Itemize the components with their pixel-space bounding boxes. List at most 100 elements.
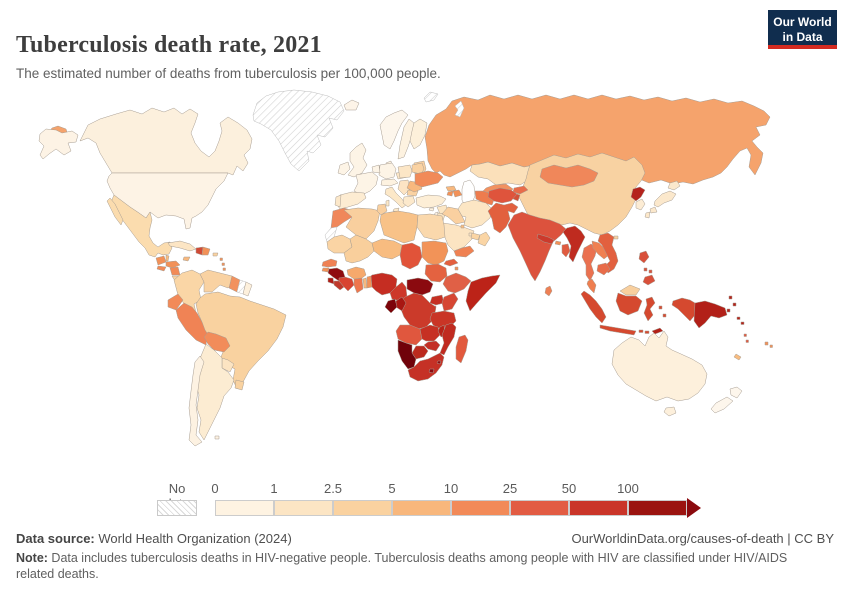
legend-segment-0[interactable] [215,500,274,516]
sulawesi-region[interactable] [643,296,656,322]
nz-north-region[interactable] [729,386,743,399]
legend-segment-1[interactable] [274,500,333,516]
drc-region[interactable] [399,292,437,330]
eritrea-region[interactable] [443,258,459,267]
legend-no-data-swatch[interactable] [157,500,197,516]
ecuador-region[interactable] [167,293,184,311]
dominican-republic-region[interactable] [201,246,211,256]
vanuatu-region[interactable] [743,333,749,343]
legend-segment-2[interactable] [333,500,392,516]
java-region[interactable] [599,324,637,336]
myanmar-region[interactable] [562,225,586,263]
gabon-region[interactable] [384,298,398,314]
png-islands-region[interactable] [726,295,737,313]
bangladesh-region[interactable] [561,243,571,258]
guinea-bissau-region[interactable] [321,267,330,273]
laos-region[interactable] [591,240,610,260]
novaya-zemlya-region[interactable] [454,100,465,118]
philippines-luzon-region[interactable] [638,250,650,264]
sweden-region[interactable] [397,118,415,160]
bhutan-region[interactable] [554,240,562,246]
algeria-region[interactable] [343,207,381,240]
philippines-visayas-region[interactable] [643,267,653,274]
finland-region[interactable] [409,118,428,150]
venezuela-region[interactable] [199,269,236,293]
svalbard-region[interactable] [423,91,439,103]
png-region[interactable] [693,300,728,329]
credit-link[interactable]: OurWorldinData.org/causes-of-death | CC … [571,531,834,546]
turkey-region[interactable] [415,194,447,209]
honduras-region[interactable] [165,260,181,269]
uruguay-region[interactable] [234,379,245,391]
jamaica-region[interactable] [182,256,191,262]
hainan-region[interactable] [613,235,619,240]
sierra-leone-region[interactable] [327,277,335,285]
madagascar-region[interactable] [455,334,469,364]
japan-kyushu-region[interactable] [649,206,658,214]
greenland-region[interactable] [252,89,345,172]
guatemala-region[interactable] [155,255,167,266]
alaska-region[interactable] [38,128,79,160]
lesser-sunda-region[interactable] [638,329,650,334]
australia-region[interactable] [611,330,708,402]
south-sudan-region[interactable] [424,263,448,283]
new-caledonia-region[interactable] [733,353,742,361]
cambodia-region[interactable] [596,262,611,276]
azerbaijan-region[interactable] [452,189,463,198]
burkina-region[interactable] [346,266,367,280]
bolivia-region[interactable] [203,331,231,353]
nicaragua-region[interactable] [169,266,181,276]
chad-region[interactable] [399,242,423,270]
car-region[interactable] [406,277,434,296]
japan-honshu-region[interactable] [653,190,677,208]
malaysia-pen-region[interactable] [586,278,597,294]
philippines-mindanao-region[interactable] [642,274,656,286]
tunisia-region[interactable] [376,203,388,216]
japan-hokkaido-region[interactable] [667,180,681,191]
ireland-region[interactable] [337,161,351,176]
belarus-region[interactable] [411,162,425,175]
mongolia-region[interactable] [539,164,599,188]
ghana-region[interactable] [353,277,364,294]
sardinia-region[interactable] [385,199,390,207]
tasmania-region[interactable] [663,406,677,417]
puerto-rico-region[interactable] [212,252,219,257]
legend-segment-6[interactable] [569,500,628,516]
sumatra-region[interactable] [580,290,607,324]
west-papua-region[interactable] [671,297,696,322]
egypt-region[interactable] [416,213,446,241]
yemen-region[interactable] [453,245,475,258]
malaysia-borneo-region[interactable] [619,284,641,296]
niger-region[interactable] [371,238,403,260]
georgia-region[interactable] [445,185,457,192]
owid-logo[interactable]: Our World in Data [768,10,837,49]
moluccas-region[interactable] [658,305,667,318]
zambia-region[interactable] [419,324,441,342]
namibia-region[interactable] [397,339,417,370]
togo-region[interactable] [362,277,368,289]
pakistan-region[interactable] [487,202,519,234]
kenya-region[interactable] [441,292,459,312]
senegal-region[interactable] [321,258,338,268]
fiji-region[interactable] [764,341,773,348]
eswatini-region[interactable] [436,360,442,365]
canada-region[interactable] [79,107,253,176]
zimbabwe-region[interactable] [423,340,441,352]
germany-region[interactable] [378,162,397,180]
libya-region[interactable] [379,210,419,244]
somalia-region[interactable] [465,274,501,312]
sri-lanka-region[interactable] [544,285,553,297]
armenia-region[interactable] [446,190,454,197]
ukraine-region[interactable] [414,170,444,188]
vietnam-region[interactable] [597,232,619,274]
fr-guiana-region[interactable] [242,281,253,297]
kalimantan-region[interactable] [615,292,643,316]
balkans-region[interactable] [397,179,411,196]
legend-segment-4[interactable] [451,500,510,516]
oman-region[interactable] [477,231,491,247]
uk-region[interactable] [347,142,368,178]
antilles-region[interactable] [219,257,226,271]
chile-region[interactable] [188,355,205,447]
lesotho-region[interactable] [428,368,435,374]
cote-divoire-region[interactable] [338,276,355,292]
